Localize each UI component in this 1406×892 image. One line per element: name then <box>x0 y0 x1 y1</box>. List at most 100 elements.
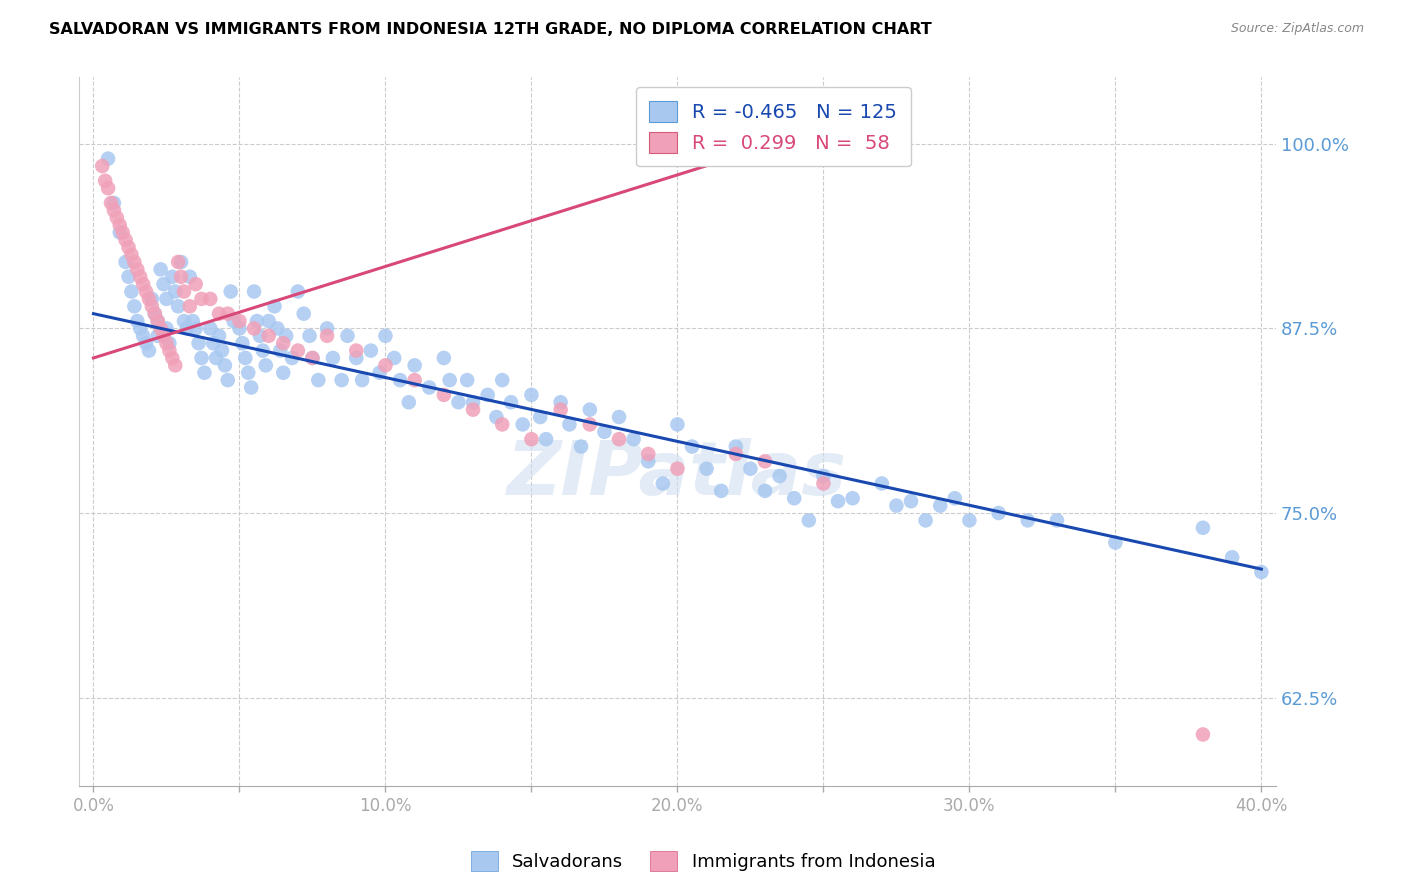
Point <box>211 343 233 358</box>
Legend: Salvadorans, Immigrants from Indonesia: Salvadorans, Immigrants from Indonesia <box>464 844 942 879</box>
Point <box>740 461 762 475</box>
Point <box>637 454 659 468</box>
Point <box>129 321 152 335</box>
Point <box>170 255 193 269</box>
Point <box>179 299 201 313</box>
Point <box>352 373 374 387</box>
Point <box>813 469 835 483</box>
Point <box>344 343 367 358</box>
Point <box>607 432 630 446</box>
Point <box>593 425 616 439</box>
Point <box>146 314 169 328</box>
Point <box>117 240 139 254</box>
Point <box>190 292 212 306</box>
Point <box>202 336 225 351</box>
Point <box>103 196 125 211</box>
Point <box>263 299 285 313</box>
Point <box>336 328 359 343</box>
Point <box>208 328 231 343</box>
Point <box>754 454 776 468</box>
Point <box>307 373 329 387</box>
Point <box>257 314 280 328</box>
Point <box>666 417 689 432</box>
Point <box>181 314 204 328</box>
Point <box>447 395 470 409</box>
Point <box>254 359 277 373</box>
Point <box>1220 550 1243 565</box>
Point <box>141 292 163 306</box>
Point <box>316 321 339 335</box>
Point <box>1104 535 1126 549</box>
Point <box>162 351 184 365</box>
Point <box>827 494 849 508</box>
Point <box>157 336 180 351</box>
Point <box>243 285 266 299</box>
Point <box>120 285 142 299</box>
Point <box>569 440 592 454</box>
Point <box>214 359 236 373</box>
Point <box>368 366 391 380</box>
Point <box>228 314 250 328</box>
Point <box>398 395 420 409</box>
Point <box>162 269 184 284</box>
Point <box>316 328 339 343</box>
Point <box>461 402 484 417</box>
Point <box>301 351 323 365</box>
Point <box>91 159 114 173</box>
Point <box>269 343 291 358</box>
Point <box>1017 513 1039 527</box>
Point <box>900 494 922 508</box>
Point <box>124 299 146 313</box>
Point <box>957 513 980 527</box>
Point <box>138 292 160 306</box>
Point <box>330 373 353 387</box>
Point <box>1250 565 1272 579</box>
Point <box>1192 727 1215 741</box>
Point <box>238 366 260 380</box>
Point <box>322 351 344 365</box>
Point <box>477 388 499 402</box>
Text: ZIPatlas: ZIPatlas <box>508 438 848 511</box>
Point <box>124 255 146 269</box>
Point <box>138 343 160 358</box>
Point <box>987 506 1010 520</box>
Point <box>155 321 177 335</box>
Point <box>666 461 689 475</box>
Point <box>170 269 193 284</box>
Point <box>512 417 534 432</box>
Point <box>179 269 201 284</box>
Point <box>103 203 125 218</box>
Point <box>233 351 256 365</box>
Point <box>768 469 790 483</box>
Point <box>146 328 169 343</box>
Point <box>193 366 215 380</box>
Point <box>724 447 747 461</box>
Point <box>111 226 134 240</box>
Point <box>389 373 412 387</box>
Point <box>135 285 157 299</box>
Point <box>217 373 239 387</box>
Text: SALVADORAN VS IMMIGRANTS FROM INDONESIA 12TH GRADE, NO DIPLOMA CORRELATION CHART: SALVADORAN VS IMMIGRANTS FROM INDONESIA … <box>49 22 932 37</box>
Point <box>382 351 405 365</box>
Point <box>217 307 239 321</box>
Point <box>228 321 250 335</box>
Point <box>200 321 222 335</box>
Legend: R = -0.465   N = 125, R =  0.299   N =  58: R = -0.465 N = 125, R = 0.299 N = 58 <box>636 87 911 167</box>
Point <box>550 395 572 409</box>
Point <box>152 328 174 343</box>
Point <box>292 307 315 321</box>
Point <box>797 513 820 527</box>
Point <box>152 277 174 292</box>
Point <box>271 366 294 380</box>
Point <box>173 285 195 299</box>
Point <box>499 395 522 409</box>
Point <box>550 402 572 417</box>
Point <box>651 476 673 491</box>
Point <box>120 247 142 261</box>
Point <box>205 351 228 365</box>
Point <box>529 410 551 425</box>
Point <box>184 321 207 335</box>
Point <box>105 211 128 225</box>
Point <box>287 343 309 358</box>
Point <box>520 388 543 402</box>
